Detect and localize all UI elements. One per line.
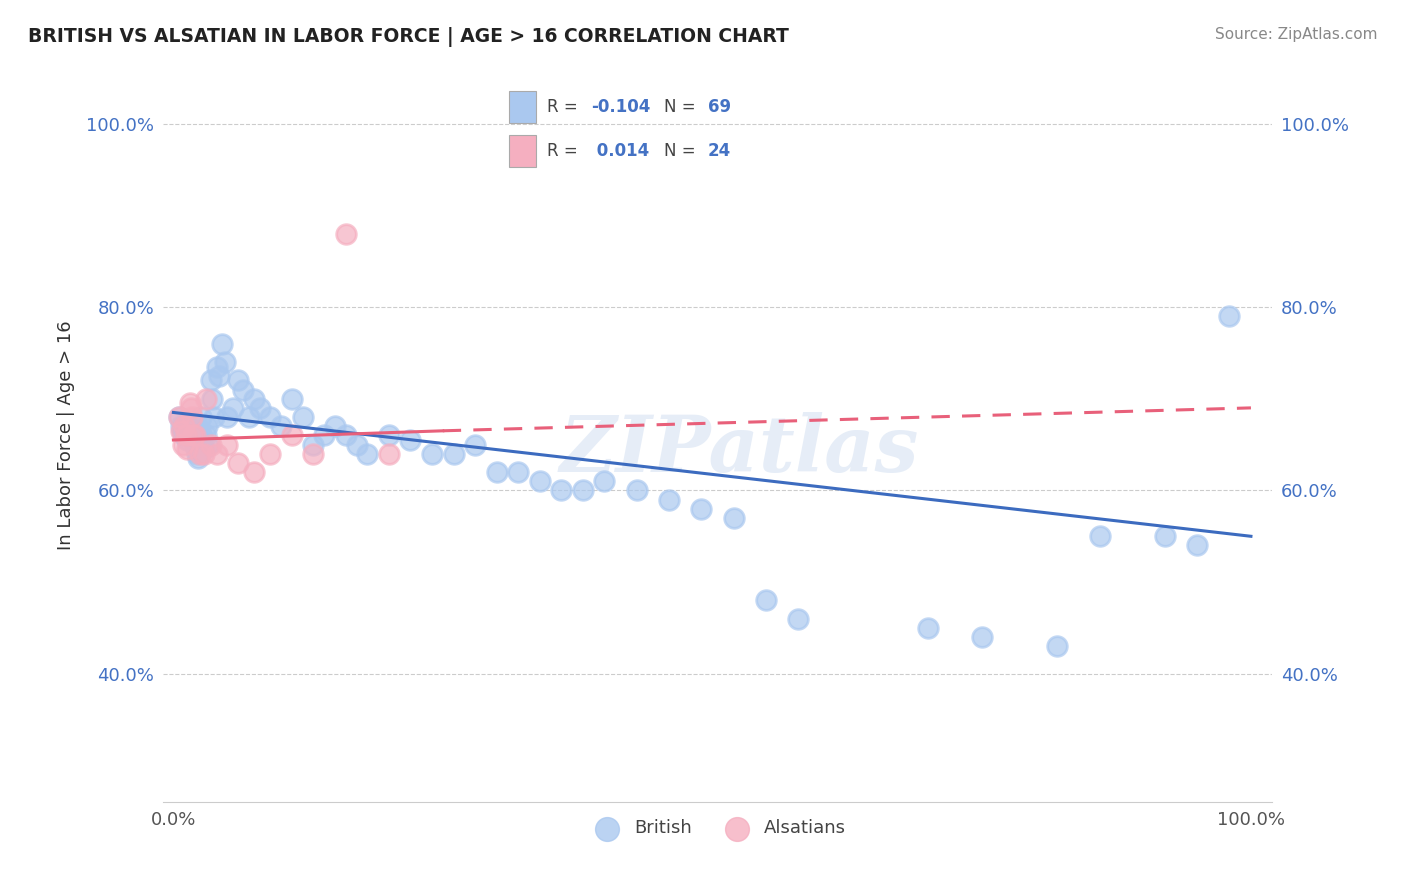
- Point: [690, 501, 713, 516]
- Point: [593, 475, 616, 489]
- Point: [508, 465, 530, 479]
- Text: Source: ZipAtlas.com: Source: ZipAtlas.com: [1215, 27, 1378, 42]
- Point: [346, 437, 368, 451]
- Point: [173, 419, 195, 434]
- Point: [755, 593, 778, 607]
- Point: [723, 511, 745, 525]
- Point: [281, 428, 304, 442]
- Point: [197, 437, 219, 451]
- Legend: British, Alsatians: British, Alsatians: [582, 812, 853, 845]
- Point: [190, 410, 212, 425]
- Point: [1218, 309, 1240, 323]
- Point: [1185, 538, 1208, 552]
- Point: [181, 415, 204, 429]
- Point: [217, 410, 239, 425]
- Point: [378, 447, 401, 461]
- Point: [249, 401, 271, 415]
- Point: [356, 447, 378, 461]
- Point: [270, 419, 292, 434]
- Point: [200, 437, 222, 451]
- Point: [193, 447, 215, 461]
- Point: [188, 424, 211, 438]
- Point: [226, 456, 249, 470]
- Point: [259, 410, 281, 425]
- Point: [173, 428, 195, 442]
- Point: [787, 612, 810, 626]
- Point: [170, 424, 193, 438]
- Point: [187, 451, 209, 466]
- Point: [193, 442, 215, 457]
- Point: [335, 227, 357, 241]
- Point: [658, 492, 681, 507]
- Point: [180, 426, 202, 441]
- Point: [335, 428, 357, 442]
- Point: [572, 483, 595, 498]
- Point: [191, 430, 214, 444]
- Point: [214, 355, 236, 369]
- Point: [550, 483, 572, 498]
- Point: [176, 417, 198, 432]
- Point: [291, 410, 314, 425]
- Point: [1088, 529, 1111, 543]
- Point: [443, 447, 465, 461]
- Point: [970, 630, 993, 644]
- Point: [464, 437, 486, 451]
- Point: [314, 428, 336, 442]
- Point: [323, 419, 346, 434]
- Point: [179, 396, 201, 410]
- Point: [217, 437, 239, 451]
- Point: [167, 410, 190, 425]
- Text: BRITISH VS ALSATIAN IN LABOR FORCE | AGE > 16 CORRELATION CHART: BRITISH VS ALSATIAN IN LABOR FORCE | AGE…: [28, 27, 789, 46]
- Point: [243, 465, 266, 479]
- Point: [485, 465, 508, 479]
- Point: [205, 359, 228, 374]
- Point: [176, 442, 198, 457]
- Point: [399, 433, 422, 447]
- Point: [302, 437, 325, 451]
- Point: [194, 392, 217, 406]
- Point: [626, 483, 648, 498]
- Y-axis label: In Labor Force | Age > 16: In Labor Force | Age > 16: [58, 320, 75, 550]
- Point: [172, 437, 194, 451]
- Point: [167, 410, 190, 425]
- Point: [238, 410, 260, 425]
- Point: [1046, 640, 1069, 654]
- Point: [194, 428, 217, 442]
- Point: [181, 428, 204, 442]
- Text: ZIPatlas: ZIPatlas: [560, 412, 920, 488]
- Point: [202, 410, 225, 425]
- Point: [170, 424, 193, 438]
- Point: [529, 475, 551, 489]
- Point: [211, 336, 233, 351]
- Point: [176, 428, 198, 442]
- Point: [201, 392, 224, 406]
- Point: [281, 392, 304, 406]
- Point: [1153, 529, 1175, 543]
- Point: [917, 621, 939, 635]
- Point: [184, 437, 207, 451]
- Point: [180, 401, 202, 415]
- Point: [186, 447, 208, 461]
- Point: [378, 428, 401, 442]
- Point: [188, 447, 211, 461]
- Point: [170, 419, 193, 434]
- Point: [243, 392, 266, 406]
- Point: [221, 401, 243, 415]
- Point: [176, 433, 198, 447]
- Point: [184, 442, 207, 457]
- Point: [179, 421, 201, 435]
- Point: [205, 447, 228, 461]
- Point: [180, 410, 202, 425]
- Point: [180, 430, 202, 444]
- Point: [184, 428, 207, 442]
- Point: [232, 383, 254, 397]
- Point: [302, 447, 325, 461]
- Point: [200, 373, 222, 387]
- Point: [259, 447, 281, 461]
- Point: [195, 419, 218, 434]
- Point: [420, 447, 443, 461]
- Point: [226, 373, 249, 387]
- Point: [208, 368, 231, 383]
